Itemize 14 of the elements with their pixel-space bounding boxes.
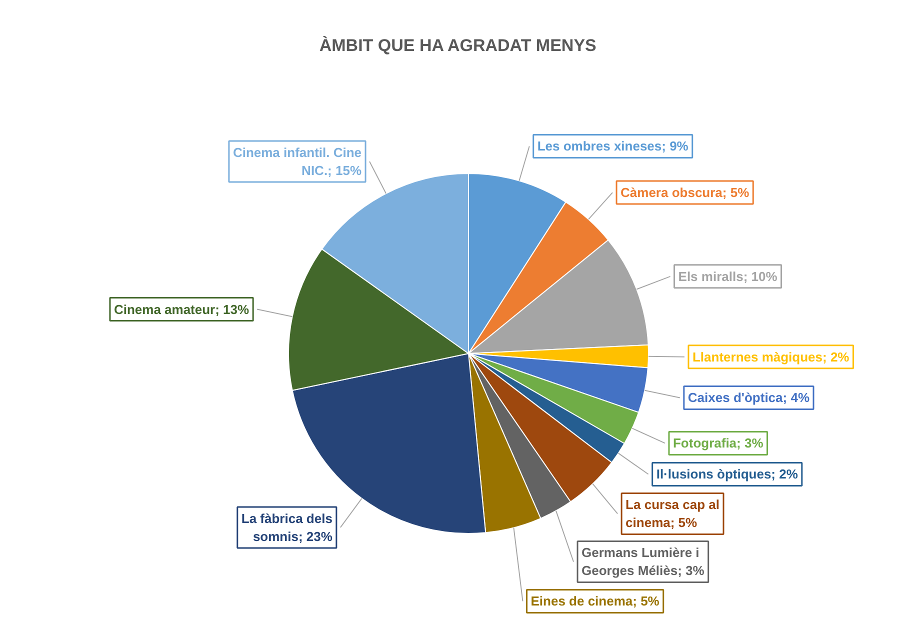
chart-title: ÀMBIT QUE HA AGRADAT MENYS <box>319 35 596 55</box>
slice-label: Caixes d'òptica; 4% <box>688 390 810 406</box>
slice-label: Llanternes màgiques; 2% <box>692 349 850 364</box>
slice-label: Càmera obscura; 5% <box>620 185 750 200</box>
slice-label: Els miralls; 10% <box>678 268 778 284</box>
slice-label: Il·lusions òptiques; 2% <box>656 466 798 482</box>
slice-label: Fotografia; 3% <box>672 436 764 451</box>
slice-label: Cinema amateur; 13% <box>114 302 250 317</box>
slice-label: Germans Lumière i Georges Méliès; 3% <box>582 545 705 578</box>
slice-label: Cinema infantil. Cine NIC.; 15% <box>232 145 362 178</box>
slice-label: La fàbrica dels somnis; 23% <box>241 510 333 544</box>
slice-label: Les ombres xineses; 9% <box>537 138 689 154</box>
slice-label: La cursa cap al cinema; 5% <box>626 497 720 530</box>
slice-label: Eines de cinema; 5% <box>530 594 660 609</box>
